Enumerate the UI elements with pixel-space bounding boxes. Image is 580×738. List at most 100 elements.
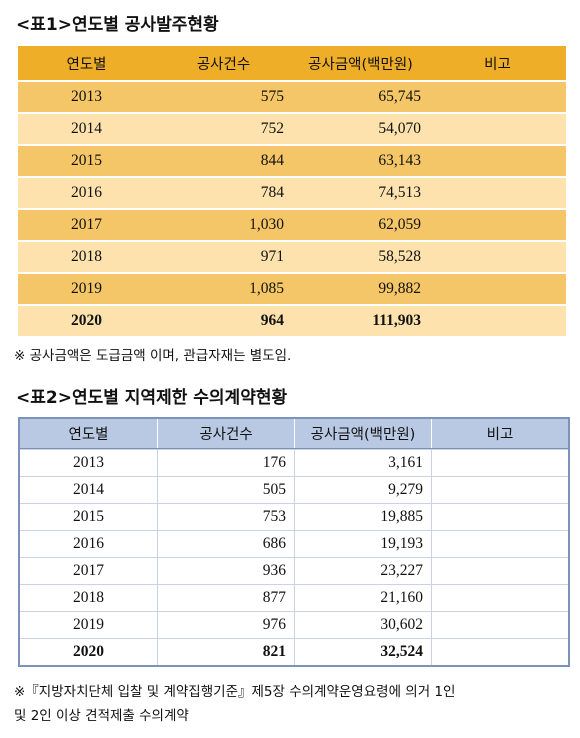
table-cell: 971 xyxy=(260,248,284,265)
table-row: 2014 752 54,070 xyxy=(18,112,566,144)
empty-cell xyxy=(431,477,568,503)
table-cell: 505 xyxy=(157,477,294,503)
note: ※『지방자치단체 입찰 및 계약집행기준』제5장 수의계약운영요령에 의거 1인… xyxy=(14,680,455,728)
table-cell: 2018 xyxy=(71,248,102,265)
header-cell: 비고 xyxy=(484,56,511,73)
empty-cell xyxy=(429,242,566,272)
table-row: 2019 976 30,602 xyxy=(20,611,568,638)
empty-cell xyxy=(429,146,566,176)
table-cell: 32,524 xyxy=(294,639,431,665)
table-cell: 3,161 xyxy=(294,450,431,476)
header-cell: 연도별 xyxy=(66,56,107,73)
table-cell: 23,227 xyxy=(294,558,431,584)
empty-cell xyxy=(429,306,566,336)
table-cell: 877 xyxy=(157,585,294,611)
table-cell: 9,279 xyxy=(294,477,431,503)
table-row: 2020 964 111,903 xyxy=(18,304,566,336)
table-cell: 2015 xyxy=(73,508,104,525)
table-cell: 62,059 xyxy=(378,216,421,233)
table-cell: 753 xyxy=(157,504,294,530)
table-row: 2018 877 21,160 xyxy=(20,584,568,611)
table-cell: 19,193 xyxy=(294,531,431,557)
table-cell: 844 xyxy=(260,152,284,169)
table-cell: 2017 xyxy=(73,562,104,579)
header-row: 연도별 공사건수 공사금액(백만원) 비고 xyxy=(18,44,566,80)
header-cell: 공사건수 xyxy=(157,419,294,448)
empty-cell xyxy=(429,210,566,240)
table-row: 2020 821 32,524 xyxy=(20,638,568,665)
table-row: 2018 971 58,528 xyxy=(18,240,566,272)
header-cell: 공사건수 xyxy=(196,56,251,73)
table-row: 2015 753 19,885 xyxy=(20,503,568,530)
table-row: 2013 176 3,161 xyxy=(20,449,568,476)
table-cell: 752 xyxy=(260,120,284,137)
table-cell: 1,085 xyxy=(249,280,284,297)
table-cell: 63,143 xyxy=(378,152,421,169)
table-row: 2014 505 9,279 xyxy=(20,476,568,503)
table-cell: 2019 xyxy=(73,616,104,633)
table-title: <표1>연도별 공사발주현황 xyxy=(16,15,219,35)
table-cell: 1,030 xyxy=(249,216,284,233)
table-cell: 2014 xyxy=(71,120,102,137)
table-row: 2017 1,030 62,059 xyxy=(18,208,566,240)
header-cell: 공사금액(백만원) xyxy=(308,56,413,73)
table-cell: 575 xyxy=(260,88,284,105)
empty-cell xyxy=(429,274,566,304)
table-row: 2015 844 63,143 xyxy=(18,144,566,176)
table-cell: 686 xyxy=(157,531,294,557)
header-row: 연도별 공사건수 공사금액(백만원) 비고 xyxy=(20,419,568,449)
note-line: ※ 공사금액은 도급금액 이며, 관급자재는 별도임. xyxy=(14,348,292,364)
table-cell: 2020 xyxy=(73,643,104,660)
table-row: 2017 936 23,227 xyxy=(20,557,568,584)
header-cell: 비고 xyxy=(431,419,568,448)
table-cell: 19,885 xyxy=(294,504,431,530)
table-cell: 964 xyxy=(260,312,284,329)
table-cell: 784 xyxy=(260,184,284,201)
empty-cell xyxy=(431,531,568,557)
table-row: 2013 575 65,745 xyxy=(18,80,566,112)
table-cell: 2019 xyxy=(71,280,102,297)
table-cell: 30,602 xyxy=(294,612,431,638)
table-cell: 2014 xyxy=(73,481,104,498)
table-cell: 2020 xyxy=(71,312,102,329)
note-line: ※『지방자치단체 입찰 및 계약집행기준』제5장 수의계약운영요령에 의거 1인 xyxy=(14,684,456,700)
table-cell: 936 xyxy=(157,558,294,584)
note-line: 및 2인 이상 견적제출 수의계약 xyxy=(14,708,189,724)
empty-cell xyxy=(429,178,566,208)
table-cell: 976 xyxy=(157,612,294,638)
table-cell: 54,070 xyxy=(378,120,421,137)
header-cell: 연도별 xyxy=(68,427,109,443)
empty-cell xyxy=(429,114,566,144)
note: ※ 공사금액은 도급금액 이며, 관급자재는 별도임. xyxy=(14,344,291,368)
empty-cell xyxy=(431,558,568,584)
table: 연도별 공사건수 공사금액(백만원) 비고 2013 176 3,161 2014 505 9,2… xyxy=(18,417,570,667)
table-cell: 2018 xyxy=(73,589,104,606)
table-row: 2019 1,085 99,882 xyxy=(18,272,566,304)
table-cell: 2015 xyxy=(71,152,102,169)
table-title: <표2>연도별 지역제한 수의계약현황 xyxy=(16,388,288,408)
empty-cell xyxy=(429,82,566,112)
table: 연도별 공사건수 공사금액(백만원) 비고 2013 575 65,745 2014 752 54… xyxy=(18,44,566,336)
table-cell: 2016 xyxy=(73,535,104,552)
table-cell: 111,903 xyxy=(372,312,421,329)
empty-cell xyxy=(431,504,568,530)
table-cell: 21,160 xyxy=(294,585,431,611)
table-row: 2016 686 19,193 xyxy=(20,530,568,557)
table-cell: 2013 xyxy=(73,454,104,471)
table-cell: 58,528 xyxy=(378,248,421,265)
table-cell: 2017 xyxy=(71,216,102,233)
table-row: 2016 784 74,513 xyxy=(18,176,566,208)
empty-cell xyxy=(431,585,568,611)
header-cell: 공사금액(백만원) xyxy=(294,419,431,448)
empty-cell xyxy=(431,450,568,476)
table-cell: 176 xyxy=(157,450,294,476)
empty-cell xyxy=(431,612,568,638)
table-cell: 2013 xyxy=(71,88,102,105)
table-cell: 65,745 xyxy=(378,88,421,105)
table-cell: 821 xyxy=(157,639,294,665)
empty-cell xyxy=(431,639,568,665)
table-cell: 99,882 xyxy=(378,280,421,297)
table-cell: 2016 xyxy=(71,184,102,201)
table-cell: 74,513 xyxy=(378,184,421,201)
